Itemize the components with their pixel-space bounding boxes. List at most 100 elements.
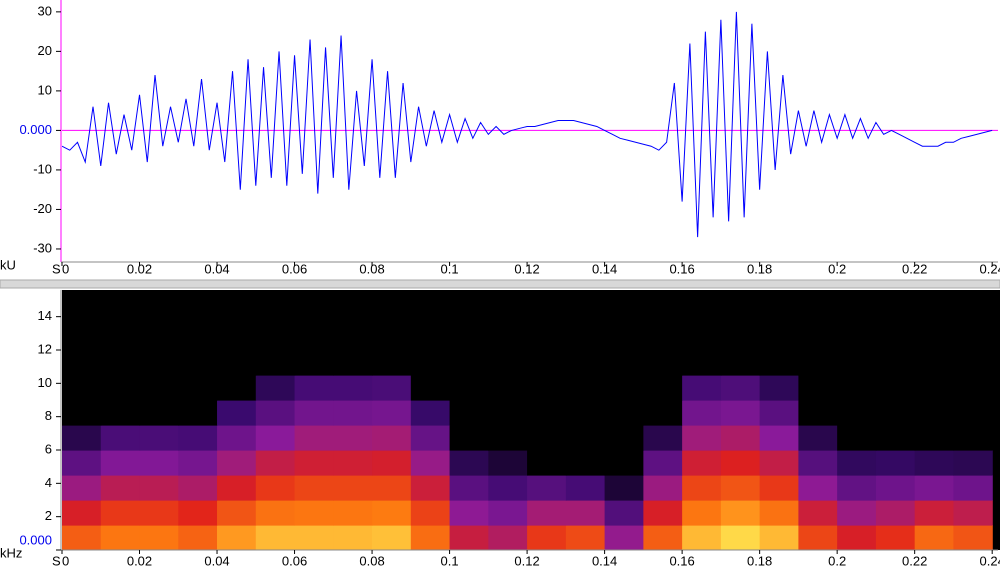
spectrogram-cell — [837, 425, 877, 451]
spectrogram-cell — [565, 400, 606, 426]
spectrogram-cell — [527, 450, 567, 476]
plot-area — [62, 11, 998, 238]
x-tick-label: 0.22 — [902, 261, 927, 276]
spectrogram-cell — [488, 475, 528, 501]
spectrogram-cell — [255, 450, 296, 476]
spectrogram-cell — [682, 500, 722, 526]
spectrogram-cell — [372, 525, 412, 550]
spectrogram-cell — [449, 500, 489, 526]
spectrogram-cell — [914, 375, 955, 401]
x-tick-label: 0.12 — [514, 553, 539, 568]
spectrogram-cell — [682, 525, 722, 550]
spectrogram-cell — [798, 500, 838, 526]
spectrogram-cell — [449, 350, 489, 376]
spectrogram-cell — [953, 475, 993, 501]
spectrogram-cell — [837, 450, 877, 476]
spectrogram-cell — [643, 425, 683, 451]
spectrogram-cell — [178, 400, 218, 426]
spectrogram-cell — [372, 350, 412, 376]
spectrogram-cell — [333, 350, 373, 376]
spectrogram-cell — [565, 500, 606, 526]
waveform — [62, 11, 993, 238]
x-tick-label: 0.06 — [282, 553, 307, 568]
spectrogram-cell — [449, 475, 489, 501]
spectrogram-cell — [798, 400, 838, 426]
x-tick-label: 0.22 — [902, 553, 927, 568]
spectrogram-cell — [449, 525, 489, 550]
spectrogram-cell — [720, 350, 761, 376]
x-tick-label: 0.06 — [282, 261, 307, 276]
spectrogram-cell — [953, 525, 993, 550]
spectrogram-cell — [100, 400, 141, 426]
y-tick-label: 20 — [38, 43, 52, 58]
spectrogram-cell — [62, 475, 102, 501]
spectrogram-cell — [759, 375, 799, 401]
spectrogram-cell — [139, 475, 179, 501]
spectrogram-cell — [565, 525, 606, 550]
spectrogram-cell — [217, 525, 257, 550]
spectrogram-cell — [798, 475, 838, 501]
spectrogram-cell — [527, 375, 567, 401]
x-tick-label: 0.14 — [592, 261, 617, 276]
spectrogram-cell — [759, 450, 799, 476]
spectrogram-cell — [604, 350, 644, 376]
spectrogram-cell — [410, 450, 451, 476]
spectrogram-cell — [100, 350, 141, 376]
spectrogram-cell — [604, 375, 644, 401]
x-tick-label: 0.18 — [747, 553, 772, 568]
spectrogram-cell — [720, 500, 761, 526]
spectrogram-cell — [837, 525, 877, 550]
spectrogram-cell — [372, 375, 412, 401]
x-tick-label: 0.02 — [127, 261, 152, 276]
x-tick-label: 0.04 — [204, 261, 229, 276]
spectrogram-cell — [217, 425, 257, 451]
spectrogram-cell — [449, 450, 489, 476]
spectrogram-cell — [527, 500, 567, 526]
spectrogram-cell — [798, 350, 838, 376]
spectrogram-cell — [914, 400, 955, 426]
spectrogram-cell — [449, 400, 489, 426]
y-tick-label: -10 — [33, 161, 52, 176]
spectrogram-cell — [372, 475, 412, 501]
spectrogram-cell — [217, 375, 257, 401]
spectrogram-cell — [643, 525, 683, 550]
spectrogram-cell — [837, 500, 877, 526]
spectrogram-cell — [372, 450, 412, 476]
spectrogram-cell — [410, 350, 451, 376]
spectrogram-cell — [837, 350, 877, 376]
spectrogram-cell — [565, 375, 606, 401]
spectrogram-cell — [914, 475, 955, 501]
spectrogram-cell — [643, 375, 683, 401]
spectrogram-cell — [488, 425, 528, 451]
spectrogram-cell — [410, 425, 451, 451]
spectrogram-cell — [720, 525, 761, 550]
x-tick-label: 0.2 — [828, 261, 846, 276]
spectrogram-cell — [217, 475, 257, 501]
spectrogram-cell — [953, 500, 993, 526]
spectrogram-cell — [720, 450, 761, 476]
spectrogram-cell — [100, 475, 141, 501]
panel-divider[interactable] — [0, 279, 1000, 289]
spectrogram-cell — [62, 525, 102, 550]
x-unit-label: S — [52, 261, 61, 276]
x-tick-label: 0.02 — [127, 553, 152, 568]
spectrogram-cell — [217, 500, 257, 526]
spectrogram-cell — [875, 350, 916, 376]
spectrogram-cell — [914, 350, 955, 376]
spectrogram-cell — [527, 400, 567, 426]
spectrogram-cell — [682, 375, 722, 401]
spectrogram-cell — [837, 475, 877, 501]
spectrogram-cell — [410, 400, 451, 426]
spectrogram-cell — [139, 450, 179, 476]
spectrogram-cell — [139, 400, 179, 426]
spectrogram-cell — [62, 375, 102, 401]
spectrogram-cell — [294, 375, 334, 401]
spectrogram-cell — [875, 450, 916, 476]
spectrogram-cell — [178, 425, 218, 451]
spectrogram-cell — [875, 500, 916, 526]
spectrogram-cell — [333, 400, 373, 426]
x-tick-label: 0.24 — [980, 553, 1000, 568]
x-tick-label: 0.14 — [592, 553, 617, 568]
spectrogram-cell — [294, 525, 334, 550]
